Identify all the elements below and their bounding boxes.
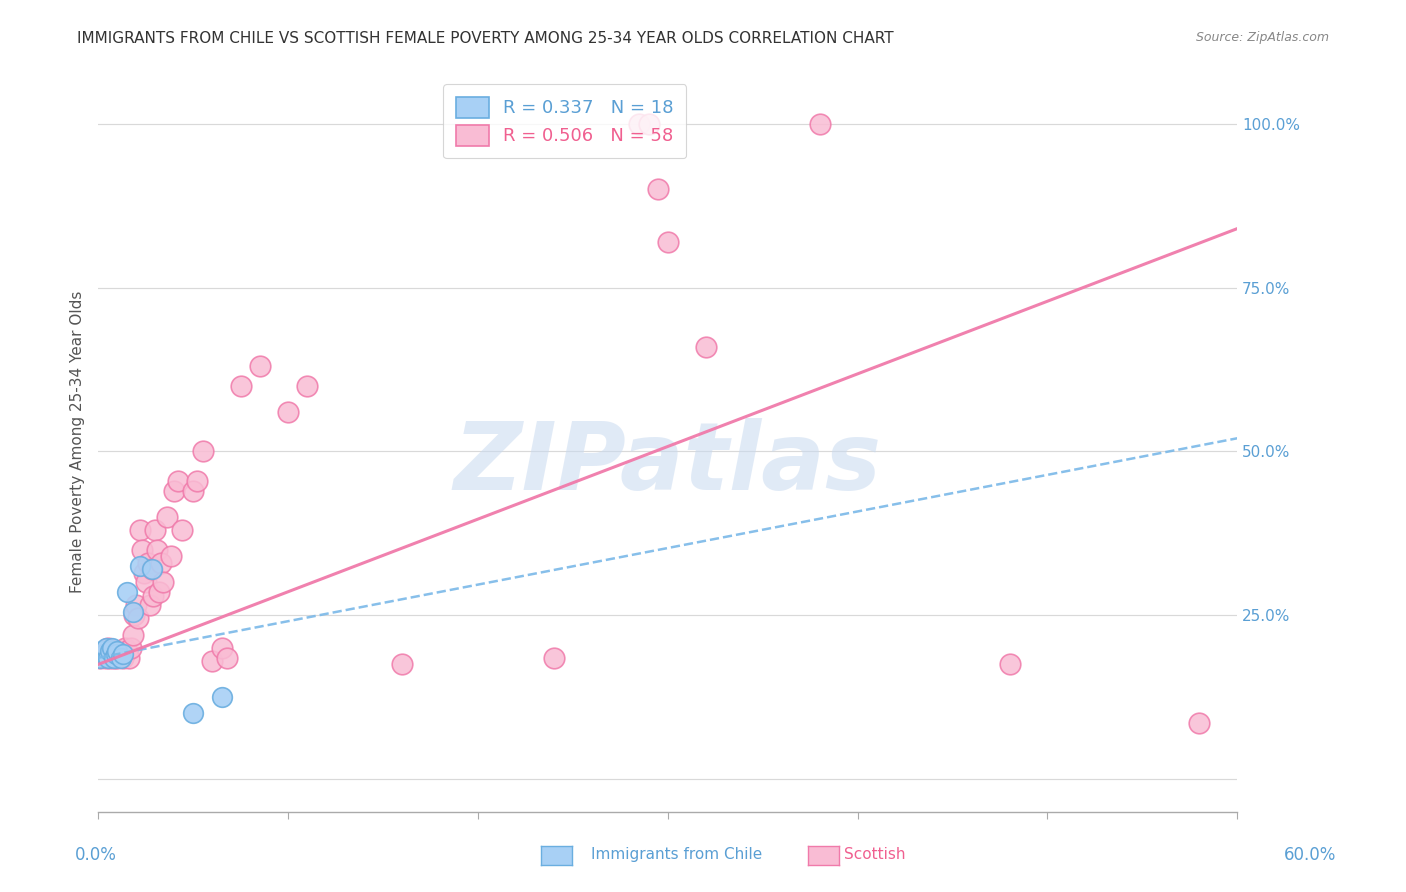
Point bbox=[89, 650, 111, 665]
Point bbox=[127, 611, 149, 625]
Text: Source: ZipAtlas.com: Source: ZipAtlas.com bbox=[1195, 31, 1329, 45]
Point bbox=[115, 644, 138, 658]
Point bbox=[138, 599, 160, 613]
Point bbox=[118, 650, 141, 665]
Point bbox=[183, 483, 205, 498]
Point bbox=[124, 608, 146, 623]
Point bbox=[93, 644, 115, 658]
Point bbox=[148, 585, 170, 599]
Point bbox=[110, 644, 132, 658]
Point bbox=[628, 117, 651, 131]
Point bbox=[104, 648, 127, 662]
Point bbox=[152, 575, 174, 590]
Y-axis label: Female Poverty Among 25-34 Year Olds: Female Poverty Among 25-34 Year Olds bbox=[69, 291, 84, 592]
Point bbox=[108, 648, 131, 662]
Point bbox=[129, 559, 152, 574]
Point bbox=[97, 650, 120, 665]
Point bbox=[156, 509, 179, 524]
Text: Scottish: Scottish bbox=[844, 847, 905, 862]
Point bbox=[112, 648, 135, 662]
Text: ZIPatlas: ZIPatlas bbox=[454, 417, 882, 509]
Point bbox=[107, 650, 129, 665]
Point bbox=[186, 474, 208, 488]
Legend: R = 0.337   N = 18, R = 0.506   N = 58: R = 0.337 N = 18, R = 0.506 N = 58 bbox=[443, 84, 686, 158]
Point bbox=[121, 628, 143, 642]
Text: Immigrants from Chile: Immigrants from Chile bbox=[591, 847, 762, 862]
Point bbox=[695, 339, 717, 353]
Point bbox=[97, 640, 120, 655]
Point bbox=[93, 648, 115, 662]
Point bbox=[91, 644, 114, 658]
Point bbox=[183, 706, 205, 721]
Point bbox=[91, 648, 114, 662]
Point bbox=[141, 562, 163, 576]
Point bbox=[657, 235, 679, 249]
Point bbox=[277, 405, 299, 419]
Point bbox=[170, 523, 193, 537]
Point bbox=[211, 690, 233, 704]
Point bbox=[142, 589, 165, 603]
Point bbox=[647, 182, 669, 196]
Point bbox=[201, 654, 224, 668]
Point bbox=[135, 575, 157, 590]
Point bbox=[163, 483, 186, 498]
Point bbox=[121, 605, 143, 619]
Point bbox=[120, 640, 142, 655]
Point bbox=[191, 444, 214, 458]
Point bbox=[129, 523, 152, 537]
Point bbox=[94, 650, 117, 665]
Point bbox=[112, 650, 135, 665]
Point bbox=[103, 650, 125, 665]
Point bbox=[391, 657, 413, 672]
Point bbox=[1188, 716, 1211, 731]
Point bbox=[125, 599, 148, 613]
Point bbox=[136, 556, 159, 570]
Point bbox=[131, 542, 153, 557]
Point bbox=[107, 644, 129, 658]
Point bbox=[104, 644, 127, 658]
Point bbox=[167, 474, 190, 488]
Point bbox=[110, 650, 132, 665]
Text: IMMIGRANTS FROM CHILE VS SCOTTISH FEMALE POVERTY AMONG 25-34 YEAR OLDS CORRELATI: IMMIGRANTS FROM CHILE VS SCOTTISH FEMALE… bbox=[77, 31, 894, 46]
Text: 60.0%: 60.0% bbox=[1284, 846, 1337, 863]
Point bbox=[114, 640, 136, 655]
Point bbox=[297, 379, 319, 393]
Point bbox=[100, 644, 122, 658]
Point bbox=[998, 657, 1021, 672]
Text: 0.0%: 0.0% bbox=[75, 846, 117, 863]
Point bbox=[249, 359, 271, 374]
Point bbox=[100, 640, 122, 655]
Point bbox=[141, 562, 163, 576]
Point bbox=[94, 640, 117, 655]
Point bbox=[543, 650, 565, 665]
Point bbox=[808, 117, 831, 131]
Point bbox=[132, 566, 155, 580]
Point bbox=[98, 644, 121, 658]
Point bbox=[115, 585, 138, 599]
Point bbox=[103, 650, 125, 665]
Point bbox=[89, 650, 111, 665]
Point bbox=[217, 650, 239, 665]
Point bbox=[150, 556, 173, 570]
Point bbox=[146, 542, 169, 557]
Point bbox=[159, 549, 181, 564]
Point bbox=[638, 117, 661, 131]
Point bbox=[98, 650, 121, 665]
Point bbox=[211, 640, 233, 655]
Point bbox=[145, 523, 167, 537]
Point bbox=[229, 379, 252, 393]
